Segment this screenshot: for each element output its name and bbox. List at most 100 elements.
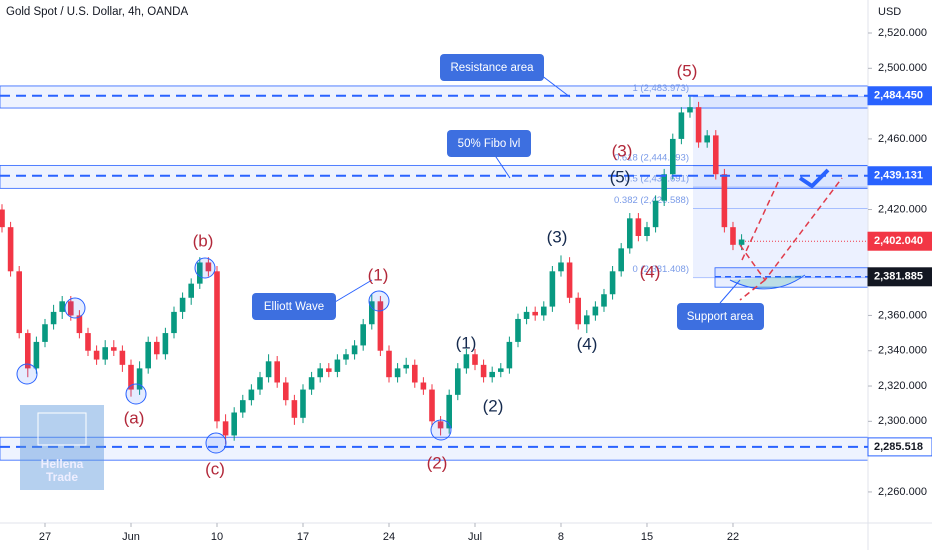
fib-label: 0.618 (2,444.793) (614, 152, 689, 163)
candle-body (558, 262, 564, 272)
price-tag (867, 437, 932, 457)
candle-body (497, 368, 504, 372)
y-tick-label: 2,260.000 (878, 486, 927, 498)
candle-body (16, 271, 22, 334)
candle-body (317, 368, 323, 378)
logo: Hellena Trade (20, 405, 104, 490)
projection (739, 177, 843, 301)
candle-body (411, 364, 418, 383)
fib-label: 0.5 (2,432.691) (625, 174, 689, 185)
candle-body (248, 389, 255, 401)
candle-body (196, 262, 203, 284)
candle-body (50, 311, 57, 325)
candle-body (128, 364, 134, 390)
candle-body (102, 347, 108, 360)
candle-body (325, 368, 332, 372)
wave: (4) (577, 334, 598, 353)
x-tick-label: 24 (383, 531, 395, 543)
candle-body (721, 174, 728, 228)
candle-body (239, 400, 246, 413)
candle-body (85, 333, 91, 351)
wave: (4) (640, 262, 661, 281)
price-tag-label: 2,484.450 (874, 90, 923, 102)
price-tag-label: 2,381.885 (874, 271, 923, 283)
candle-body (661, 174, 667, 201)
fib-label: 0.382 (2,420.588) (614, 195, 689, 206)
candle-body (609, 271, 616, 295)
callout: Support area (687, 311, 754, 323)
wave: (5) (610, 167, 631, 186)
circle (430, 419, 452, 441)
candle-body (549, 271, 556, 307)
bands (0, 85, 869, 461)
candle-body (282, 382, 289, 401)
candle-body (506, 341, 513, 369)
candle-body (334, 359, 341, 372)
price-tag (867, 267, 932, 287)
candle-body (214, 271, 220, 422)
candle-body (540, 306, 547, 316)
candle-body (712, 135, 719, 175)
candle-body (343, 354, 349, 360)
wave: (c) (205, 459, 225, 478)
candle-body (59, 301, 65, 312)
circle (368, 290, 390, 312)
wave: (3) (547, 227, 568, 246)
logo-text: Trade (46, 470, 78, 484)
waves: (5) (3) (5) (4) (3) (4) (1) (2) (1) (2) … (124, 61, 698, 478)
candle-body (592, 306, 599, 316)
candle-body (222, 421, 229, 436)
callout: Elliott Wave (264, 301, 324, 313)
candle-body (738, 239, 745, 245)
candle-body (291, 400, 298, 418)
callout-box (677, 303, 764, 330)
wave: (a) (124, 408, 145, 427)
candle-body (437, 421, 444, 429)
levels (0, 94, 868, 448)
candle-body (257, 377, 263, 390)
candle-body (635, 218, 642, 236)
x-tick-label: 27 (39, 531, 51, 543)
wave: (1) (368, 265, 389, 284)
callout-box (447, 130, 531, 157)
wave: (b) (193, 231, 214, 250)
callout-box (440, 54, 544, 81)
pointer (540, 74, 571, 98)
price-tag (867, 166, 932, 186)
candle-body (480, 364, 487, 378)
candle-body (454, 368, 461, 395)
candle-body (704, 135, 710, 143)
callouts: Resistance area 50% Fibo lvl Elliott Wav… (252, 54, 764, 330)
pointer (719, 279, 741, 304)
candle-body (386, 350, 392, 378)
candle-body (171, 311, 177, 334)
wave: (5) (677, 61, 698, 80)
x-tick-label: Jul (468, 531, 482, 543)
candle-body (429, 389, 435, 422)
callout: 50% Fibo lvl (458, 138, 521, 150)
candle-body (583, 315, 590, 325)
fib-label: 1 (2,483.973) (632, 83, 689, 94)
candle-body (515, 318, 521, 342)
wave: (2) (483, 396, 504, 415)
candle-body (566, 262, 573, 298)
candle-body (136, 368, 143, 390)
y-tick-label: 2,340.000 (878, 345, 927, 357)
candle-body (308, 377, 315, 390)
candle-body (678, 112, 685, 139)
y-tick-label: 2,500.000 (878, 62, 927, 74)
candle-body (145, 341, 151, 369)
wave: (1) (456, 333, 477, 352)
candle-body (67, 301, 74, 316)
currency: USD (878, 6, 901, 18)
y-tick-label: 2,360.000 (878, 309, 927, 321)
y-tick-label: 2,460.000 (878, 133, 927, 145)
candle-body (162, 333, 169, 355)
candle-body (652, 200, 659, 228)
chart-title: Gold Spot / U.S. Dollar, 4h, OANDA (6, 6, 188, 18)
candle-body (523, 311, 530, 319)
x-tick-label: 22 (727, 531, 739, 543)
candle-body (695, 107, 702, 143)
